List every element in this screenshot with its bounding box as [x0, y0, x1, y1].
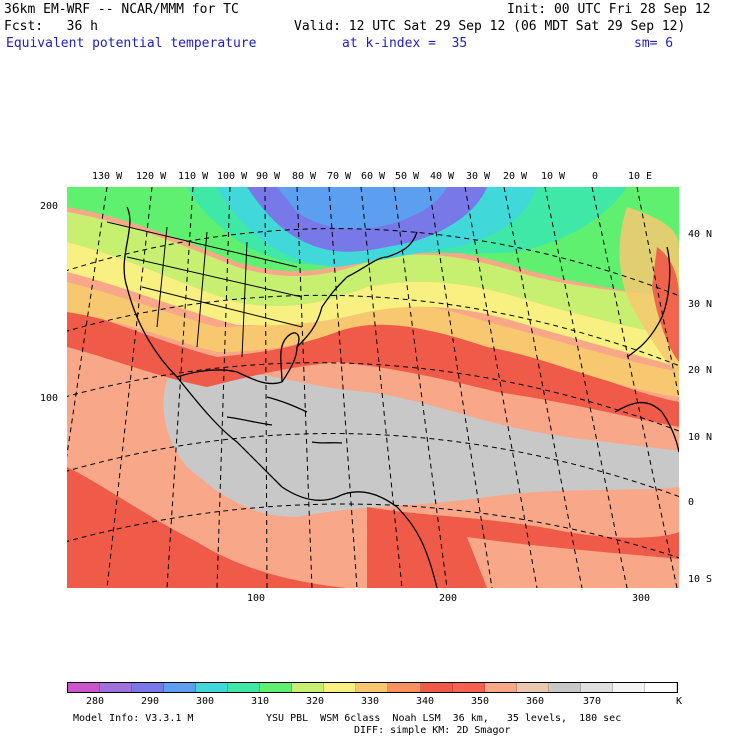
- colorbar-swatch: [292, 683, 325, 692]
- colorbar-swatch: [356, 683, 389, 692]
- x-grid-label: 100: [247, 593, 266, 604]
- lon-label: 50 W: [395, 171, 420, 182]
- colorbar-swatch: [452, 683, 485, 692]
- x-grid-label: 300: [632, 593, 651, 604]
- x-grid-label: 200: [439, 593, 458, 604]
- lat-label: 40 N: [688, 229, 713, 240]
- colorbar-label: 340: [416, 696, 435, 707]
- lon-label: 120 W: [136, 171, 167, 182]
- lat-label: 0: [688, 497, 695, 508]
- colorbar-label: 320: [306, 696, 325, 707]
- colorbar-swatch: [644, 683, 677, 692]
- lon-label: 130 W: [92, 171, 123, 182]
- colorbar-swatch: [420, 683, 453, 692]
- lon-label: 90 W: [256, 171, 281, 182]
- lon-label: 110 W: [178, 171, 209, 182]
- lon-label: 30 W: [466, 171, 491, 182]
- colorbar-swatch: [228, 683, 261, 692]
- colorbar-swatch: [580, 683, 613, 692]
- tropical-gray-region: [163, 366, 679, 517]
- lat-label: 10 S: [688, 574, 713, 585]
- colorbar-label: 280: [86, 696, 105, 707]
- coastlines: [123, 206, 679, 588]
- y-grid-label: 200: [40, 201, 59, 212]
- lon-label: 40 W: [430, 171, 455, 182]
- lat-label: 20 N: [688, 365, 713, 376]
- colorbar-swatch: [612, 683, 645, 692]
- colorbar-swatch: [68, 683, 101, 692]
- colorbar-swatch: [260, 683, 293, 692]
- colorbar-label: 310: [251, 696, 270, 707]
- lon-label: 60 W: [361, 171, 386, 182]
- colorbar-swatch: [388, 683, 421, 692]
- theta-e-map: [67, 187, 679, 588]
- colorbar-swatch: [324, 683, 357, 692]
- cold-blue-core: [277, 187, 447, 229]
- lat-label: 10 N: [688, 432, 713, 443]
- lon-label: 0: [592, 171, 599, 182]
- colorbar-swatch: [164, 683, 197, 692]
- south-tan-band: [467, 537, 679, 588]
- graticule: [67, 187, 679, 588]
- lon-label: 70 W: [327, 171, 352, 182]
- colorbar-swatch: [548, 683, 581, 692]
- colorbar-label: 290: [141, 696, 160, 707]
- valid-time: Valid: 12 UTC Sat 29 Sep 12 (06 MDT Sat …: [294, 19, 686, 34]
- colorbar-swatch: [196, 683, 229, 692]
- ne-orange-region: [619, 207, 679, 377]
- level-info: at k-index = 35: [342, 36, 468, 51]
- model-info: Model Info: V3.3.1 M: [73, 713, 194, 724]
- colorbar-swatch: [516, 683, 549, 692]
- y-grid-label: 100: [40, 393, 59, 404]
- colorbar-label: 330: [361, 696, 380, 707]
- colorbar: [67, 682, 678, 693]
- lon-label: 10 W: [541, 171, 566, 182]
- south-red-band: [67, 467, 347, 588]
- field-name: Equivalent potential temperature: [6, 36, 257, 51]
- lon-label: 10 E: [628, 171, 653, 182]
- colorbar-label: 360: [526, 696, 545, 707]
- lon-label: 100 W: [217, 171, 248, 182]
- colorbar-unit: K: [676, 696, 683, 707]
- lon-label: 20 W: [503, 171, 528, 182]
- political-boundaries: [106, 221, 303, 358]
- subtropical-red-band: [67, 307, 679, 427]
- colorbar-label: 350: [471, 696, 490, 707]
- colorbar-swatch: [100, 683, 133, 692]
- light-green-band: [67, 212, 679, 337]
- physics-info-1: YSU PBL WSM 6class Noah LSM 36 km, 35 le…: [266, 713, 622, 724]
- colorbar-swatch: [132, 683, 165, 692]
- init-time: Init: 00 UTC Fri 28 Sep 12: [507, 2, 711, 17]
- model-title: 36km EM-WRF -- NCAR/MMM for TC: [4, 2, 239, 17]
- lon-label: 80 W: [292, 171, 317, 182]
- physics-info-2: DIFF: simple KM: 2D Smagor: [354, 725, 511, 736]
- smoothing-info: sm= 6: [634, 36, 674, 51]
- colorbar-label: 300: [196, 696, 215, 707]
- forecast-hour: Fcst: 36 h: [4, 19, 98, 34]
- colorbar-label: 370: [583, 696, 602, 707]
- colorbar-swatch: [484, 683, 517, 692]
- lat-label: 30 N: [688, 299, 713, 310]
